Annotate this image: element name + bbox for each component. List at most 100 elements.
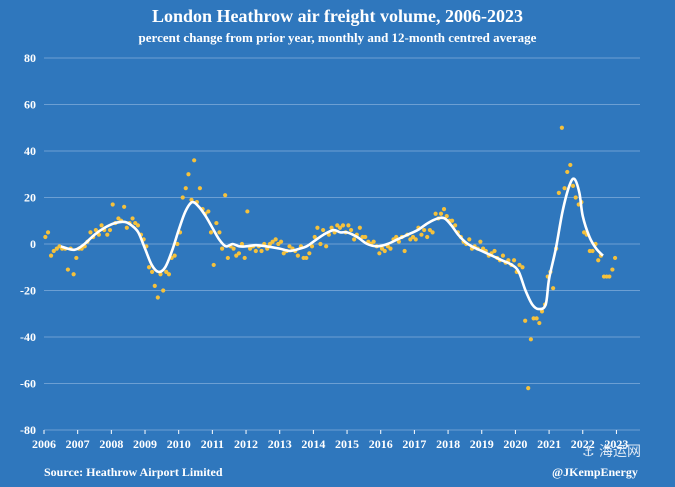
monthly-point: [245, 209, 250, 214]
monthly-point: [573, 195, 578, 200]
monthly-point: [478, 239, 483, 244]
monthly-point: [357, 225, 362, 230]
monthly-point: [270, 239, 275, 244]
monthly-point: [556, 190, 561, 195]
monthly-point: [186, 172, 191, 177]
monthly-point: [242, 255, 247, 261]
monthly-point: [192, 158, 197, 163]
monthly-point: [402, 248, 407, 254]
monthly-point: [590, 248, 595, 254]
y-tick-label: 80: [24, 51, 36, 65]
monthly-point: [438, 211, 444, 216]
monthly-point: [124, 225, 129, 230]
monthly-point: [562, 186, 567, 191]
monthly-point: [225, 255, 230, 261]
monthly-point: [287, 244, 292, 249]
y-tick-label: -60: [20, 377, 36, 391]
monthly-point: [48, 253, 54, 258]
monthly-point: [610, 267, 615, 272]
monthly-point: [517, 262, 522, 268]
monthly-point: [161, 288, 166, 293]
monthly-point: [371, 239, 376, 244]
average-line-group: [60, 177, 604, 311]
monthly-point: [520, 265, 525, 270]
monthly-point: [214, 220, 219, 226]
monthly-point: [539, 309, 545, 314]
monthly-point: [612, 255, 618, 261]
monthly-point: [433, 211, 438, 216]
x-tick-label: 2015: [335, 437, 359, 451]
x-axis-ticks: 2006 2007 2008 2009 2010 2011 2012 2013 2014 2015…: [32, 430, 628, 451]
monthly-point: [135, 223, 141, 228]
monthly-point: [607, 274, 612, 279]
monthly-point: [110, 202, 115, 207]
monthly-point: [105, 232, 110, 237]
x-tick-label: 2008: [99, 437, 123, 451]
y-tick-label: 0: [30, 237, 36, 251]
monthly-point: [51, 248, 56, 254]
y-tick-label: 60: [24, 98, 36, 112]
x-tick-label: 2022: [571, 437, 595, 451]
monthly-point: [220, 246, 225, 251]
monthly-point: [223, 193, 228, 198]
x-tick-label: 2010: [167, 437, 191, 451]
monthly-point: [247, 246, 253, 251]
monthly-point: [236, 251, 242, 256]
monthly-point: [596, 258, 601, 263]
monthly-point: [93, 227, 98, 233]
monthly-point: [568, 162, 573, 168]
monthly-point: [166, 272, 172, 277]
monthly-point: [175, 241, 180, 247]
monthly-point: [425, 234, 430, 240]
monthly-point: [419, 232, 424, 237]
monthly-point: [152, 283, 157, 288]
monthly-point: [281, 251, 286, 256]
chart-subtitle: percent change from prior year, monthly …: [138, 30, 537, 45]
monthly-point: [231, 246, 236, 251]
monthly-point: [146, 265, 152, 270]
watermark-logo: ⚓ 海运网: [582, 441, 641, 461]
monthly-point: [511, 258, 517, 263]
monthly-point: [149, 269, 155, 274]
monthly-point: [324, 244, 329, 249]
monthly-points: [43, 125, 618, 391]
y-axis-ticks: 80 60 40 20 0 -20 -40 -60 -80: [20, 51, 36, 437]
x-tick-label: 2016: [369, 437, 393, 451]
monthly-point: [74, 255, 79, 261]
x-tick-label: 2019: [470, 437, 494, 451]
y-tick-label: 20: [24, 191, 36, 205]
monthly-point: [337, 225, 343, 230]
monthly-point: [43, 234, 48, 240]
monthly-point: [352, 237, 357, 242]
monthly-point: [278, 239, 284, 244]
chart-title: London Heathrow air freight volume, 2006…: [151, 6, 523, 26]
monthly-point: [99, 223, 104, 228]
x-tick-label: 2021: [537, 437, 561, 451]
monthly-point: [329, 225, 334, 230]
x-tick-label: 2012: [234, 437, 258, 451]
y-tick-label: -20: [20, 284, 36, 298]
watermark-text: 海运网: [599, 444, 642, 460]
monthly-point: [130, 216, 135, 221]
monthly-point: [304, 255, 309, 261]
monthly-point: [273, 237, 278, 242]
monthly-point: [551, 286, 556, 291]
author-credit: @JKempEnergy: [552, 465, 638, 479]
monthly-point: [531, 316, 536, 321]
monthly-point: [422, 227, 427, 233]
monthly-point: [107, 227, 113, 233]
monthly-point: [559, 125, 564, 130]
monthly-point: [88, 230, 93, 235]
x-tick-label: 2013: [268, 437, 292, 451]
monthly-point: [309, 244, 315, 249]
x-tick-label: 2009: [133, 437, 157, 451]
monthly-point: [492, 248, 497, 254]
monthly-point: [570, 183, 576, 188]
x-tick-label: 2017: [402, 437, 426, 451]
monthly-point: [526, 386, 531, 391]
monthly-point: [65, 267, 71, 272]
monthly-point: [528, 337, 534, 342]
monthly-point: [45, 230, 51, 235]
source-note: Source: Heathrow Airport Limited: [44, 465, 223, 479]
